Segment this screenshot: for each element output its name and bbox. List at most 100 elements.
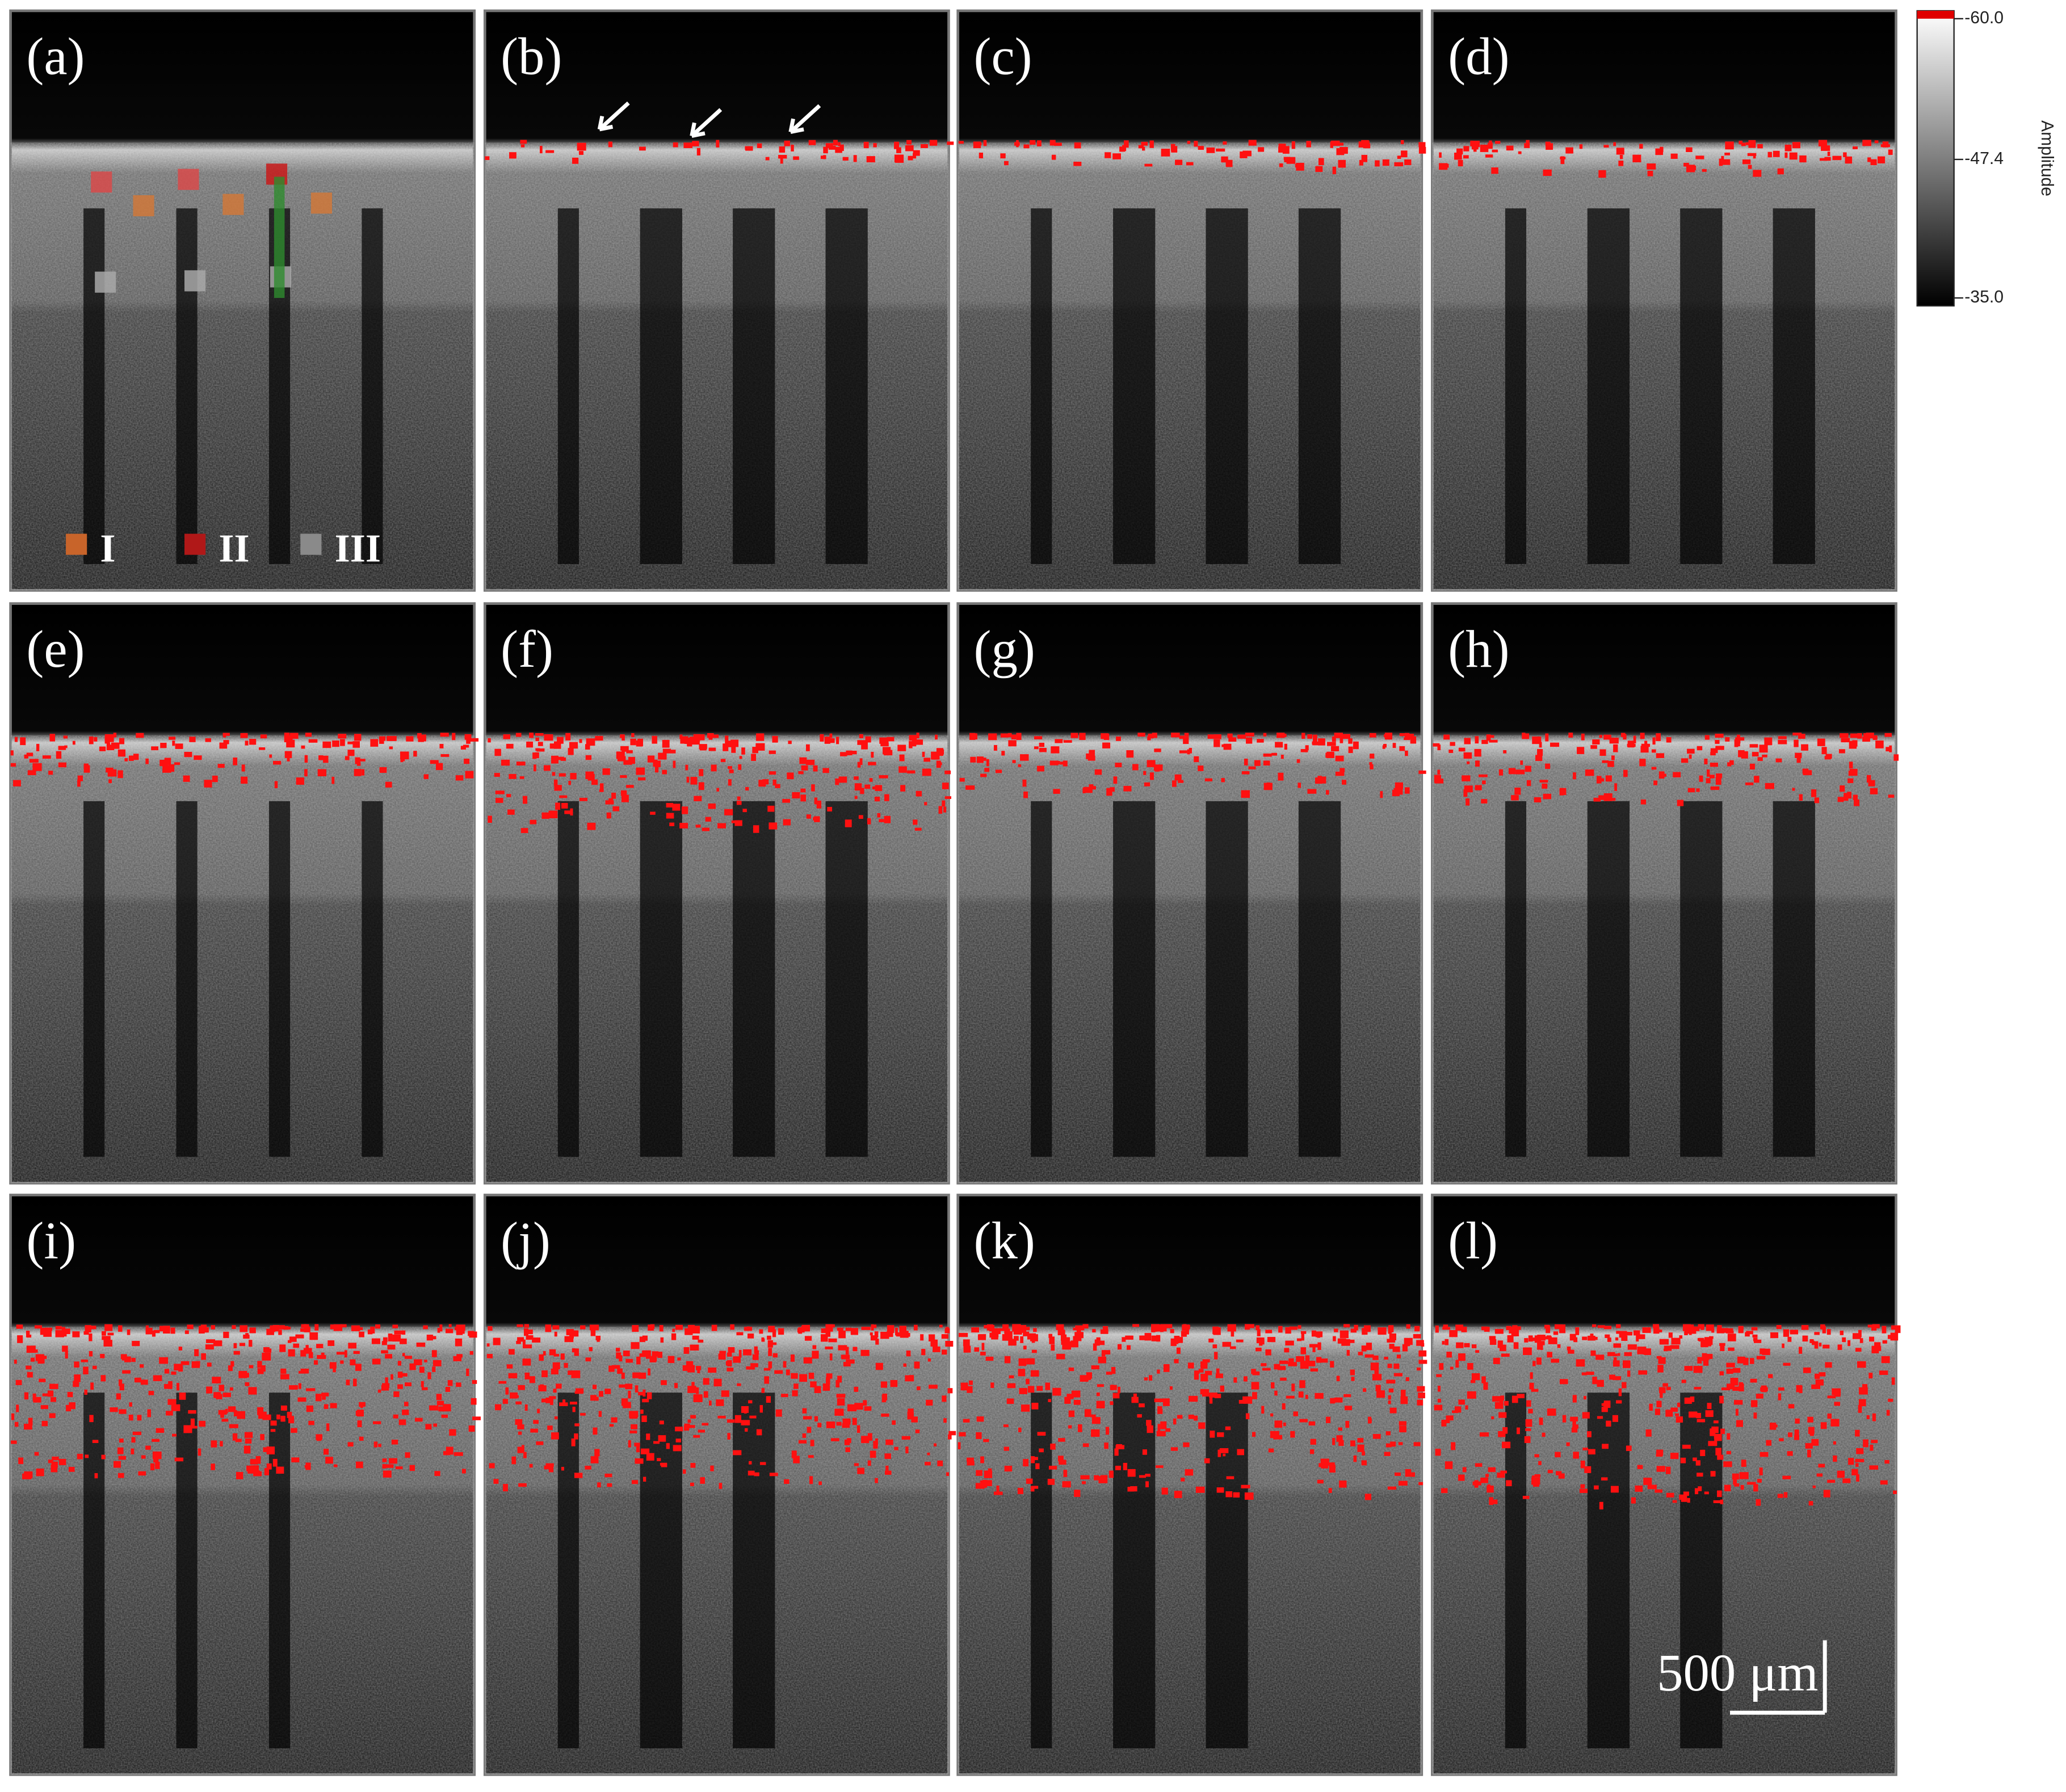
- shadow-column: [176, 208, 198, 564]
- red-pixel: [1300, 1347, 1307, 1354]
- red-pixel: [1624, 1352, 1632, 1356]
- red-pixel: [1847, 778, 1854, 784]
- red-pixel: [939, 1324, 943, 1328]
- red-pixel: [463, 744, 469, 748]
- red-pixel: [679, 823, 688, 828]
- red-pixel: [110, 1407, 118, 1412]
- red-pixel: [746, 1366, 755, 1370]
- red-pixel: [336, 1352, 346, 1355]
- red-pixel: [526, 741, 534, 748]
- red-pixel: [541, 1398, 551, 1403]
- red-pixel: [619, 1384, 626, 1388]
- red-pixel: [1693, 1326, 1700, 1331]
- red-pixel: [1399, 746, 1405, 751]
- red-pixel: [772, 1329, 776, 1337]
- red-pixel: [1237, 734, 1246, 739]
- red-pixel: [1481, 1326, 1488, 1331]
- red-pixel: [289, 733, 299, 739]
- red-pixel: [301, 745, 305, 749]
- red-pixel: [808, 1373, 814, 1379]
- red-pixel: [169, 737, 176, 740]
- red-pixel: [620, 790, 627, 796]
- red-pixel: [284, 735, 293, 743]
- red-pixel: [331, 776, 335, 784]
- red-pixel: [427, 1372, 431, 1379]
- red-pixel: [1236, 1339, 1244, 1343]
- red-pixel: [1301, 1332, 1304, 1341]
- red-pixel: [104, 1324, 113, 1331]
- red-pixel: [1844, 793, 1849, 801]
- red-pixel: [120, 1354, 127, 1360]
- speckle: [10, 1327, 474, 1775]
- red-pixel: [1226, 1476, 1234, 1479]
- red-pixel: [153, 1456, 159, 1463]
- red-pixel: [1317, 1334, 1320, 1338]
- red-pixel: [1084, 786, 1093, 793]
- red-pixel: [599, 1391, 603, 1397]
- red-pixel: [58, 746, 66, 750]
- red-pixel: [83, 1331, 89, 1335]
- red-pixel: [537, 1408, 540, 1414]
- red-pixel: [516, 1340, 521, 1344]
- red-pixel: [498, 1381, 507, 1384]
- red-pixel: [529, 733, 534, 738]
- red-pixel: [340, 739, 345, 746]
- red-pixel: [977, 142, 982, 146]
- shadow-column: [640, 208, 682, 564]
- red-pixel: [1200, 1361, 1208, 1369]
- red-pixel: [222, 734, 226, 738]
- red-pixel: [659, 1420, 664, 1425]
- red-pixel: [1103, 733, 1110, 741]
- red-pixel: [1788, 1404, 1795, 1409]
- red-pixel: [1546, 1325, 1551, 1334]
- red-pixel: [1684, 1366, 1693, 1371]
- red-pixel: [1388, 1325, 1394, 1332]
- red-pixel: [1640, 746, 1649, 753]
- red-pixel: [461, 1469, 466, 1474]
- red-pixel: [1185, 1330, 1189, 1335]
- red-pixel: [1056, 1324, 1064, 1330]
- red-pixel: [686, 776, 690, 783]
- red-pixel: [1680, 1457, 1686, 1463]
- red-pixel: [1491, 1416, 1494, 1420]
- red-pixel: [923, 758, 931, 762]
- red-pixel: [108, 779, 112, 784]
- red-pixel: [1212, 1344, 1217, 1349]
- red-pixel: [250, 1465, 259, 1473]
- red-pixel: [1458, 1399, 1465, 1405]
- red-pixel: [1339, 1330, 1349, 1339]
- red-pixel: [1387, 1339, 1396, 1343]
- red-pixel: [239, 1343, 245, 1347]
- red-pixel: [913, 819, 918, 825]
- red-pixel: [1517, 1394, 1525, 1399]
- red-pixel: [1699, 775, 1703, 782]
- red-pixel: [32, 1393, 36, 1401]
- red-pixel: [1418, 1350, 1427, 1357]
- red-pixel: [1568, 1349, 1574, 1354]
- red-pixel: [1106, 1372, 1112, 1375]
- red-pixel: [280, 1415, 285, 1422]
- red-pixel: [1766, 1440, 1771, 1446]
- red-pixel: [1364, 141, 1370, 149]
- red-pixel: [1362, 1332, 1368, 1335]
- red-pixel: [529, 1376, 535, 1383]
- red-pixel: [941, 1349, 947, 1355]
- red-pixel: [89, 1415, 94, 1423]
- red-pixel: [1544, 1336, 1552, 1340]
- red-pixel: [1614, 783, 1618, 791]
- red-pixel: [438, 1406, 444, 1412]
- red-pixel: [1318, 1463, 1322, 1467]
- red-pixel: [551, 1432, 559, 1440]
- red-pixel: [501, 759, 510, 766]
- red-pixel: [1363, 1388, 1367, 1392]
- red-pixel: [674, 1383, 678, 1389]
- red-pixel: [1142, 1449, 1147, 1455]
- red-pixel: [1727, 1433, 1731, 1440]
- red-pixel: [1337, 1338, 1346, 1344]
- red-pixel: [1405, 1377, 1409, 1381]
- red-pixel: [1233, 1377, 1237, 1383]
- red-pixel: [1061, 1337, 1070, 1345]
- shadow-column: [557, 801, 579, 1157]
- red-pixel: [685, 1328, 693, 1335]
- red-pixel: [723, 743, 729, 751]
